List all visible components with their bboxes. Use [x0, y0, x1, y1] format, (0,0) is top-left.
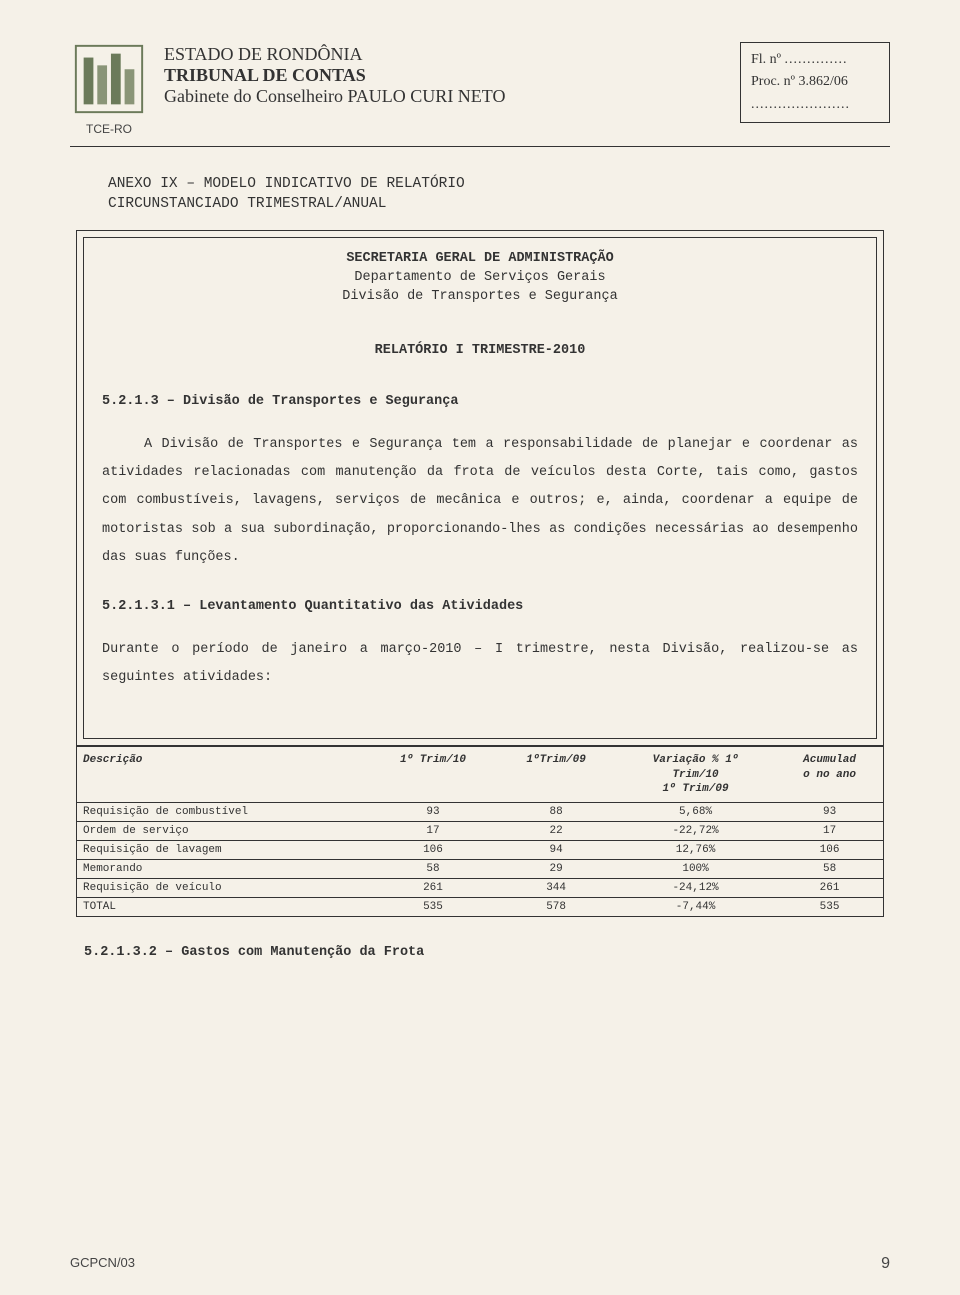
proc-dots: ......................	[751, 94, 879, 116]
cell-desc: Requisição de veículo	[77, 879, 369, 898]
cell-v: 5,68%	[615, 803, 776, 822]
cell-v: -22,72%	[615, 822, 776, 841]
title-line-2: CIRCUNSTANCIADO TRIMESTRAL/ANUAL	[108, 195, 890, 215]
cell-desc: Requisição de lavagem	[77, 841, 369, 860]
footer-code: GCPCN/03	[70, 1255, 135, 1273]
section-52131-heading: 5.2.1.3.1 – Levantamento Quantitativo da…	[102, 599, 858, 614]
cell-a: 261	[369, 879, 498, 898]
cell-acc: 58	[776, 860, 883, 879]
cell-b: 22	[497, 822, 615, 841]
report-inner-box: SECRETARIA GERAL DE ADMINISTRAÇÃO Depart…	[83, 237, 877, 739]
table-row: TOTAL535578-7,44%535	[77, 898, 883, 917]
col-descricao: Descrição	[77, 747, 369, 802]
cell-v: 100%	[615, 860, 776, 879]
report-label: RELATÓRIO I TRIMESTRE-2010	[102, 343, 858, 358]
cell-v: 12,76%	[615, 841, 776, 860]
cell-v: -7,44%	[615, 898, 776, 917]
department-block: SECRETARIA GERAL DE ADMINISTRAÇÃO Depart…	[102, 250, 858, 307]
cell-acc: 535	[776, 898, 883, 917]
table-header-row: Descrição 1º Trim/10 1ºTrim/09 Variação …	[77, 747, 883, 802]
table-row: Requisição de lavagem1069412,76%106	[77, 841, 883, 860]
tce-ro-logo-icon	[70, 40, 148, 118]
col-trim10: 1º Trim/10	[369, 747, 498, 802]
dept-line-2: Departamento de Serviços Gerais	[102, 269, 858, 288]
cell-v: -24,12%	[615, 879, 776, 898]
cell-b: 88	[497, 803, 615, 822]
cell-desc: TOTAL	[77, 898, 369, 917]
table-row: Ordem de serviço1722-22,72%17	[77, 822, 883, 841]
activities-table: Descrição 1º Trim/10 1ºTrim/09 Variação …	[77, 747, 883, 916]
logo-label: TCE-RO	[70, 122, 148, 136]
fl-label: Fl. nº	[751, 52, 781, 67]
col-variacao: Variação % 1º Trim/10 1º Trim/09	[615, 747, 776, 802]
cell-a: 93	[369, 803, 498, 822]
proc-box: Fl. nº .............. Proc. nº 3.862/06 …	[740, 42, 890, 123]
proc-line: Proc. nº 3.862/06	[751, 71, 879, 93]
logo-block: TCE-RO	[70, 40, 148, 136]
section-52132-heading: 5.2.1.3.2 – Gastos com Manutenção da Fro…	[84, 945, 890, 960]
cell-b: 94	[497, 841, 615, 860]
dept-line-3: Divisão de Transportes e Segurança	[102, 288, 858, 307]
org-line-1: ESTADO DE RONDÔNIA	[164, 44, 724, 65]
table-row: Memorando5829100%58	[77, 860, 883, 879]
org-line-2: TRIBUNAL DE CONTAS	[164, 65, 724, 86]
cell-acc: 17	[776, 822, 883, 841]
cell-desc: Memorando	[77, 860, 369, 879]
col-trim09: 1ºTrim/09	[497, 747, 615, 802]
page-footer: GCPCN/03 9	[70, 1255, 890, 1273]
proc-label: Proc. nº 3.862/06	[751, 74, 848, 89]
cell-a: 58	[369, 860, 498, 879]
cell-acc: 106	[776, 841, 883, 860]
section-52131-body: Durante o período de janeiro a março-201…	[102, 636, 858, 693]
org-line-3: Gabinete do Conselheiro PAULO CURI NETO	[164, 86, 724, 107]
section-5213-heading: 5.2.1.3 – Divisão de Transportes e Segur…	[102, 394, 858, 409]
section-5213-body: A Divisão de Transportes e Segurança tem…	[102, 431, 858, 573]
cell-acc: 261	[776, 879, 883, 898]
page-number: 9	[881, 1255, 890, 1273]
page-header: TCE-RO ESTADO DE RONDÔNIA TRIBUNAL DE CO…	[70, 40, 890, 136]
cell-acc: 93	[776, 803, 883, 822]
cell-a: 535	[369, 898, 498, 917]
activities-table-wrap: Descrição 1º Trim/10 1ºTrim/09 Variação …	[76, 746, 884, 917]
table-row: Requisição de veículo261344-24,12%261	[77, 879, 883, 898]
section-5213-body-text: A Divisão de Transportes e Segurança tem…	[102, 437, 858, 565]
org-block: ESTADO DE RONDÔNIA TRIBUNAL DE CONTAS Ga…	[164, 40, 724, 107]
col-acumulado: Acumulad o no ano	[776, 747, 883, 802]
cell-a: 106	[369, 841, 498, 860]
cell-b: 29	[497, 860, 615, 879]
cell-b: 344	[497, 879, 615, 898]
header-divider	[70, 146, 890, 147]
cell-b: 578	[497, 898, 615, 917]
dept-line-1: SECRETARIA GERAL DE ADMINISTRAÇÃO	[102, 250, 858, 269]
fl-line: Fl. nº ..............	[751, 49, 879, 71]
cell-desc: Requisição de combustível	[77, 803, 369, 822]
cell-desc: Ordem de serviço	[77, 822, 369, 841]
annex-title: ANEXO IX – MODELO INDICATIVO DE RELATÓRI…	[108, 175, 890, 214]
title-line-1: ANEXO IX – MODELO INDICATIVO DE RELATÓRI…	[108, 175, 890, 195]
cell-a: 17	[369, 822, 498, 841]
fl-dots: ..............	[785, 52, 848, 67]
report-outer-box: SECRETARIA GERAL DE ADMINISTRAÇÃO Depart…	[76, 230, 884, 746]
table-row: Requisição de combustível93885,68%93	[77, 803, 883, 822]
section-52131-body-text: Durante o período de janeiro a março-201…	[102, 642, 858, 685]
